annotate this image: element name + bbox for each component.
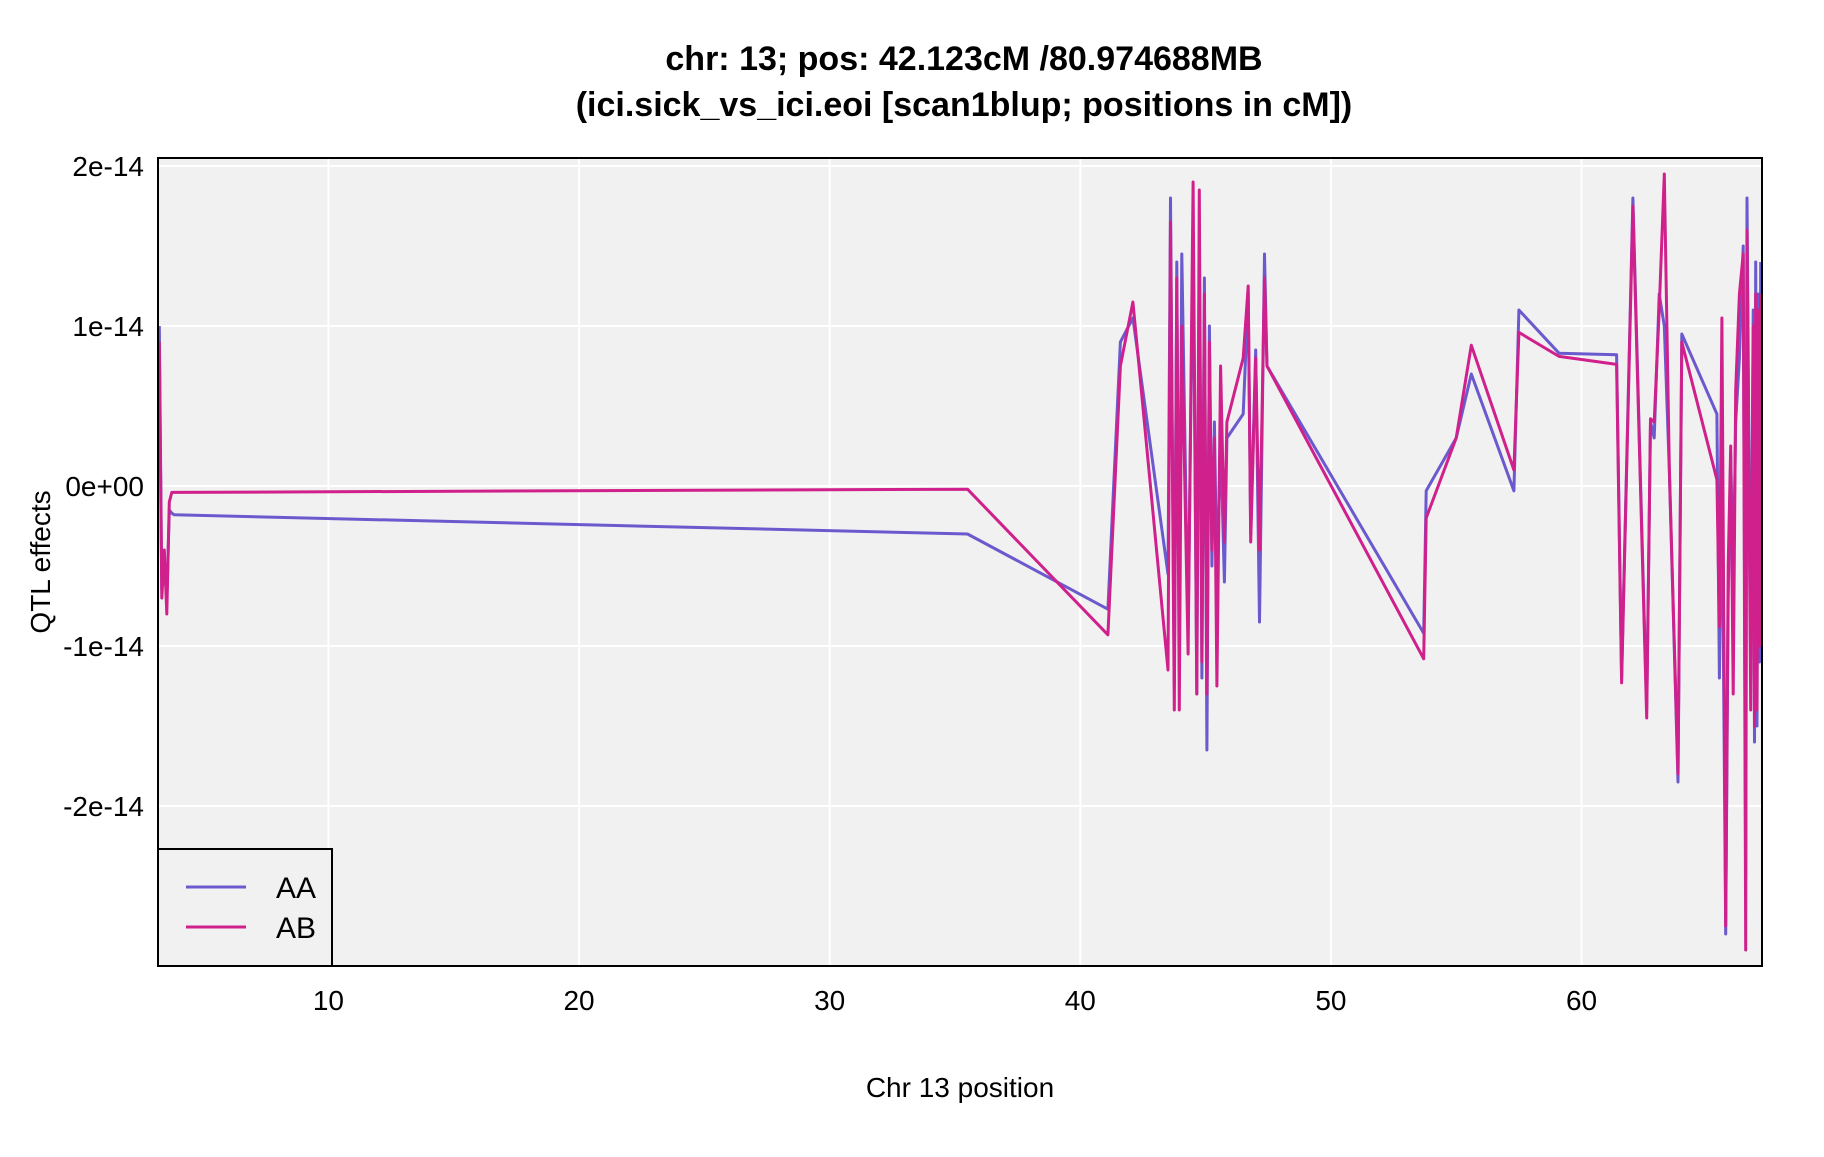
x-tick-label: 30 [814, 985, 845, 1016]
y-tick-label: 0e+00 [65, 471, 144, 502]
grid-lines [158, 158, 1762, 966]
legend-box [157, 848, 333, 967]
chart-subtitle: (ici.sick_vs_ici.eoi [scan1blup; positio… [576, 86, 1353, 124]
x-tick-label: 50 [1315, 985, 1346, 1016]
y-axis-label: QTL effects [25, 490, 56, 633]
x-tick-label: 20 [563, 985, 594, 1016]
y-tick-label: -1e-14 [63, 631, 144, 662]
legend-label-aa: AA [276, 872, 316, 905]
series-lines [157, 172, 1763, 952]
y-tick-labels: 2e-14 1e-14 0e+00 -1e-14 -2e-14 [63, 151, 144, 822]
legend: AA AB [157, 848, 333, 967]
x-axis-label: Chr 13 position [866, 1072, 1054, 1103]
plot-background [158, 158, 1762, 966]
x-tick-label: 40 [1065, 985, 1096, 1016]
y-tick-label: -2e-14 [63, 791, 144, 822]
x-tick-labels: 10 20 30 40 50 60 [313, 985, 1597, 1016]
x-tick-label: 60 [1566, 985, 1597, 1016]
series-line-ab [157, 172, 1763, 952]
plot-frame [157, 157, 1763, 967]
y-tick-label: 1e-14 [72, 311, 144, 342]
chart-title: chr: 13; pos: 42.123cM /80.974688MB [665, 40, 1262, 78]
y-tick-label: 2e-14 [72, 151, 144, 182]
x-tick-label: 10 [313, 985, 344, 1016]
legend-label-ab: AB [276, 912, 316, 945]
